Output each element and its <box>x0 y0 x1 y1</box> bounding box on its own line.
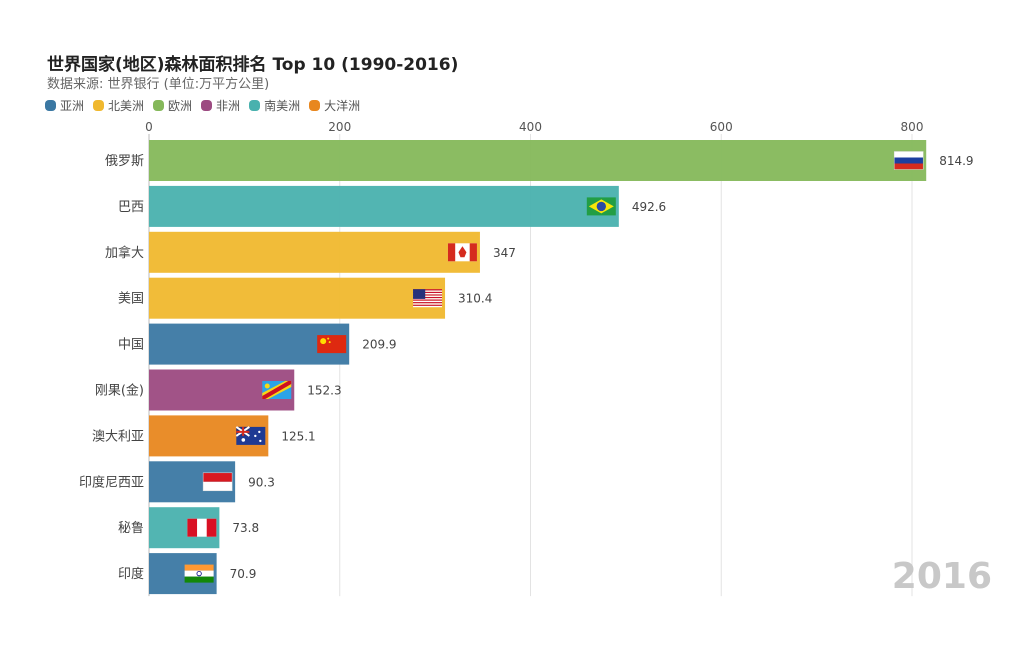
category-label: 印度尼西亚 <box>79 474 144 490</box>
legend-swatch <box>201 100 213 111</box>
legend-swatch <box>309 100 321 111</box>
x-tick-label: 400 <box>519 120 542 134</box>
chart-title: 世界国家(地区)森林面积排名 Top 10 (1990-2016) <box>47 55 459 75</box>
value-label: 492.6 <box>632 200 666 214</box>
value-label: 209.9 <box>362 338 396 352</box>
value-label: 73.8 <box>232 521 259 535</box>
category-label: 澳大利亚 <box>92 428 144 444</box>
india-flag-icon <box>184 564 214 583</box>
legend-item[interactable]: 南美洲 <box>249 97 300 114</box>
bars-layer <box>149 140 927 595</box>
x-tick-label: 0 <box>145 120 153 134</box>
indonesia-flag-icon <box>202 472 233 492</box>
russia-flag-icon <box>893 151 924 170</box>
australia-flag-icon <box>235 426 266 445</box>
legend-item[interactable]: 亚洲 <box>45 97 84 114</box>
x-tick-label: 800 <box>901 120 924 134</box>
legend-item[interactable]: 欧洲 <box>153 97 192 114</box>
value-label: 310.4 <box>458 292 492 306</box>
category-label: 加拿大 <box>105 245 144 261</box>
legend-item[interactable]: 非洲 <box>201 97 240 114</box>
value-label: 347 <box>493 246 516 260</box>
usa-flag-icon <box>413 289 443 308</box>
legend-swatch <box>153 100 165 111</box>
year-label: 2016 <box>891 556 992 597</box>
china-flag-icon <box>317 335 347 354</box>
category-label: 刚果(金) <box>95 383 144 399</box>
category-label: 印度 <box>118 566 144 582</box>
bar[interactable] <box>149 185 619 227</box>
labels-layer: 0 200 400 600 800 俄罗斯 814.9 巴西 492.6 加拿大 347 美国 310.… <box>79 120 974 583</box>
peru-flag-icon <box>187 518 217 537</box>
bar[interactable] <box>149 277 446 319</box>
value-label: 90.3 <box>248 475 275 489</box>
category-label: 美国 <box>118 292 144 307</box>
legend-label: 亚洲 <box>60 99 85 113</box>
category-label: 中国 <box>118 338 144 353</box>
legend-label: 大洋洲 <box>324 99 361 113</box>
x-tick-label: 200 <box>328 120 351 134</box>
canada-flag-icon <box>447 243 477 262</box>
category-label: 秘鲁 <box>118 521 144 536</box>
legend-item[interactable]: 大洋洲 <box>309 97 360 114</box>
legend-swatch <box>45 100 56 111</box>
brazil-flag-icon <box>586 197 616 216</box>
legend-swatch <box>93 100 105 111</box>
drc-flag-icon <box>262 381 292 399</box>
value-label: 152.3 <box>307 384 341 398</box>
value-label: 70.9 <box>230 567 257 581</box>
bar[interactable] <box>149 140 927 181</box>
legend-label: 北美洲 <box>108 99 145 113</box>
value-label: 125.1 <box>281 429 315 443</box>
x-tick-label: 600 <box>710 120 733 134</box>
chart-subtitle: 数据来源: 世界银行 (单位:万平方公里) <box>47 77 270 92</box>
legend-label: 南美洲 <box>264 99 301 113</box>
category-label: 巴西 <box>118 200 144 215</box>
bar[interactable] <box>149 231 480 273</box>
value-label: 814.9 <box>939 154 973 168</box>
legend-swatch <box>249 100 261 111</box>
legend: 亚洲 北美洲 欧洲 非洲 南美洲 大洋洲 <box>45 97 360 114</box>
legend-label: 非洲 <box>216 99 241 113</box>
bar[interactable] <box>149 323 350 365</box>
category-label: 俄罗斯 <box>105 154 144 169</box>
legend-label: 欧洲 <box>168 99 193 113</box>
legend-item[interactable]: 北美洲 <box>93 97 144 114</box>
